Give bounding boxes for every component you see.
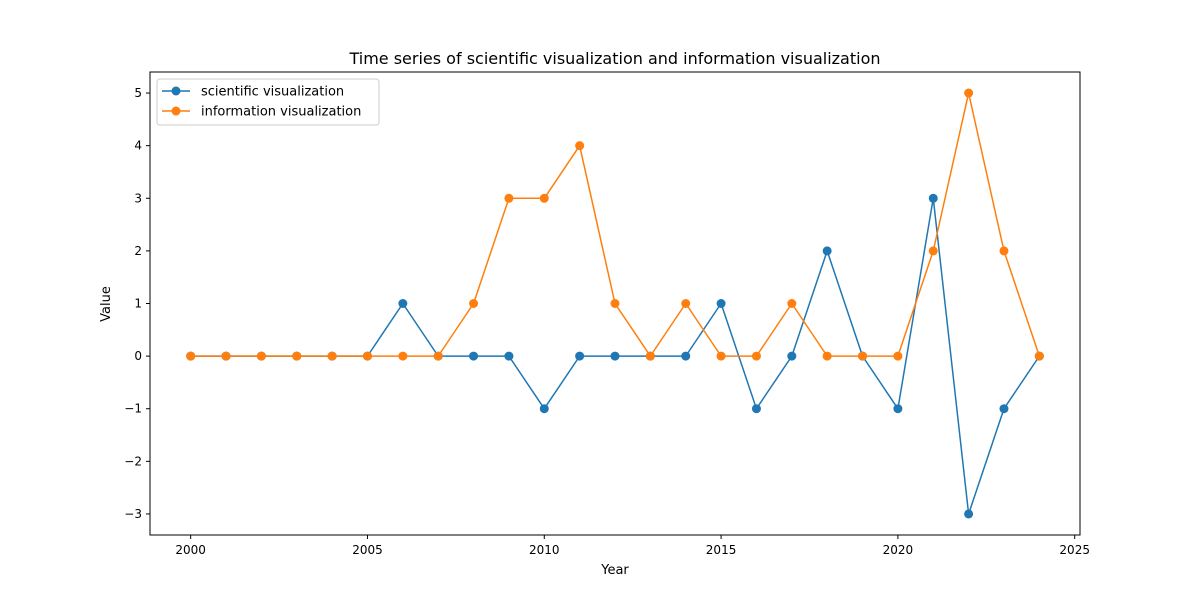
y-tick-label: 2 [134, 244, 142, 258]
legend-entry: information visualization [162, 105, 361, 120]
data-point [539, 404, 549, 414]
y-tick-label: 1 [134, 297, 142, 311]
y-tick-label: −1 [124, 402, 142, 416]
data-point [575, 141, 585, 151]
series-line [190, 92, 1041, 357]
data-point [964, 509, 974, 519]
data-point [539, 193, 549, 203]
data-point [893, 351, 903, 361]
legend-label: scientific visualization [201, 85, 344, 100]
data-point [999, 246, 1009, 256]
data-point [681, 351, 691, 361]
legend-box [156, 78, 380, 126]
x-tick-label: 2010 [529, 543, 560, 557]
data-point [858, 351, 868, 361]
data-point [362, 351, 372, 361]
data-point [398, 299, 408, 308]
data-point [822, 351, 832, 361]
x-axis-label: Year [600, 563, 629, 578]
x-axis: 2000 2005 2010 2015 2020 2025 [175, 535, 1090, 557]
legend: scientific visualization information visu… [156, 78, 380, 126]
y-tick-label: 5 [134, 86, 142, 100]
legend-label: information visualization [201, 105, 361, 120]
legend-marker [171, 86, 181, 96]
legend-marker [171, 106, 181, 116]
data-point [398, 351, 408, 361]
data-point [928, 193, 938, 203]
chart-title: Time series of scientific visualization … [348, 49, 880, 68]
data-point [822, 246, 832, 256]
data-point [610, 351, 620, 361]
data-point [292, 351, 302, 361]
x-tick-label: 2005 [352, 543, 383, 557]
data-point [999, 404, 1009, 414]
x-tick-label: 2000 [175, 543, 206, 557]
y-axis-label: Value [99, 286, 114, 322]
data-point [751, 404, 761, 414]
x-tick-label: 2025 [1059, 543, 1090, 557]
series-2 [186, 88, 1044, 361]
data-point [787, 299, 797, 308]
data-point [964, 88, 974, 98]
data-point [469, 351, 479, 361]
y-tick-label: 3 [134, 191, 142, 205]
data-point [575, 351, 585, 361]
data-point [893, 404, 903, 414]
y-tick-label: 4 [134, 139, 142, 153]
series-layer [186, 88, 1044, 519]
y-tick-label: −2 [124, 454, 142, 468]
x-tick-label: 2020 [883, 543, 914, 557]
data-point [469, 299, 479, 308]
data-point [645, 351, 655, 361]
data-point [433, 351, 443, 361]
data-point [504, 193, 514, 203]
data-point [610, 299, 620, 308]
data-point [681, 299, 691, 308]
data-point [751, 351, 761, 361]
data-point [716, 351, 726, 361]
y-axis: −3 −2 −1 0 1 2 3 4 5 [124, 86, 150, 521]
data-point [256, 351, 266, 361]
data-point [221, 351, 231, 361]
data-point [787, 351, 797, 361]
legend-entry: scientific visualization [162, 85, 344, 100]
y-tick-label: −3 [124, 507, 142, 521]
data-point [1034, 351, 1044, 361]
data-point [716, 299, 726, 308]
data-point [504, 351, 514, 361]
data-point [186, 351, 196, 361]
y-tick-label: 0 [134, 349, 142, 363]
data-point [327, 351, 337, 361]
data-point [928, 246, 938, 256]
x-tick-label: 2015 [706, 543, 737, 557]
